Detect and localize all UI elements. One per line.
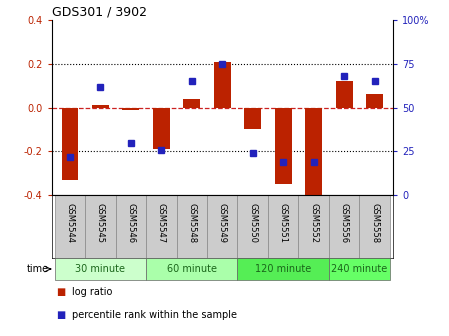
Text: percentile rank within the sample: percentile rank within the sample [72,310,237,320]
Bar [153,108,170,149]
Bar [244,108,261,129]
Bar [275,108,291,184]
Bar [336,81,352,108]
Text: GDS301 / 3902: GDS301 / 3902 [52,6,147,19]
Text: 120 minute: 120 minute [255,264,311,274]
Text: GSM5549: GSM5549 [218,203,227,243]
Bar [238,195,268,258]
Text: GSM5552: GSM5552 [309,203,318,243]
Bar [62,108,78,180]
Bar [85,195,116,258]
Text: ■: ■ [56,310,66,320]
Bar [176,195,207,258]
Bar [146,258,238,280]
Text: 60 minute: 60 minute [167,264,217,274]
Bar [183,99,200,108]
Bar [305,108,322,199]
Text: ■: ■ [56,287,66,297]
Text: 240 minute: 240 minute [331,264,387,274]
Text: GSM5548: GSM5548 [187,203,196,243]
Text: GSM5556: GSM5556 [339,203,348,243]
Bar [55,258,146,280]
Text: log ratio: log ratio [72,287,112,297]
Bar [366,94,383,108]
Text: GSM5551: GSM5551 [279,203,288,243]
Bar [238,258,329,280]
Bar [55,195,85,258]
Text: GSM5558: GSM5558 [370,203,379,243]
Bar [329,195,359,258]
Bar [214,61,231,108]
Bar [207,195,238,258]
Text: GSM5544: GSM5544 [66,203,75,243]
Bar [116,195,146,258]
Text: GSM5546: GSM5546 [126,203,135,243]
Text: GSM5547: GSM5547 [157,203,166,243]
Bar [146,195,176,258]
Text: GSM5550: GSM5550 [248,203,257,243]
Bar [359,195,390,258]
Text: 30 minute: 30 minute [75,264,125,274]
Text: time: time [26,264,48,274]
Bar [299,195,329,258]
Bar [92,105,109,108]
Bar [123,108,139,110]
Bar [268,195,299,258]
Bar [329,258,390,280]
Text: GSM5545: GSM5545 [96,203,105,243]
